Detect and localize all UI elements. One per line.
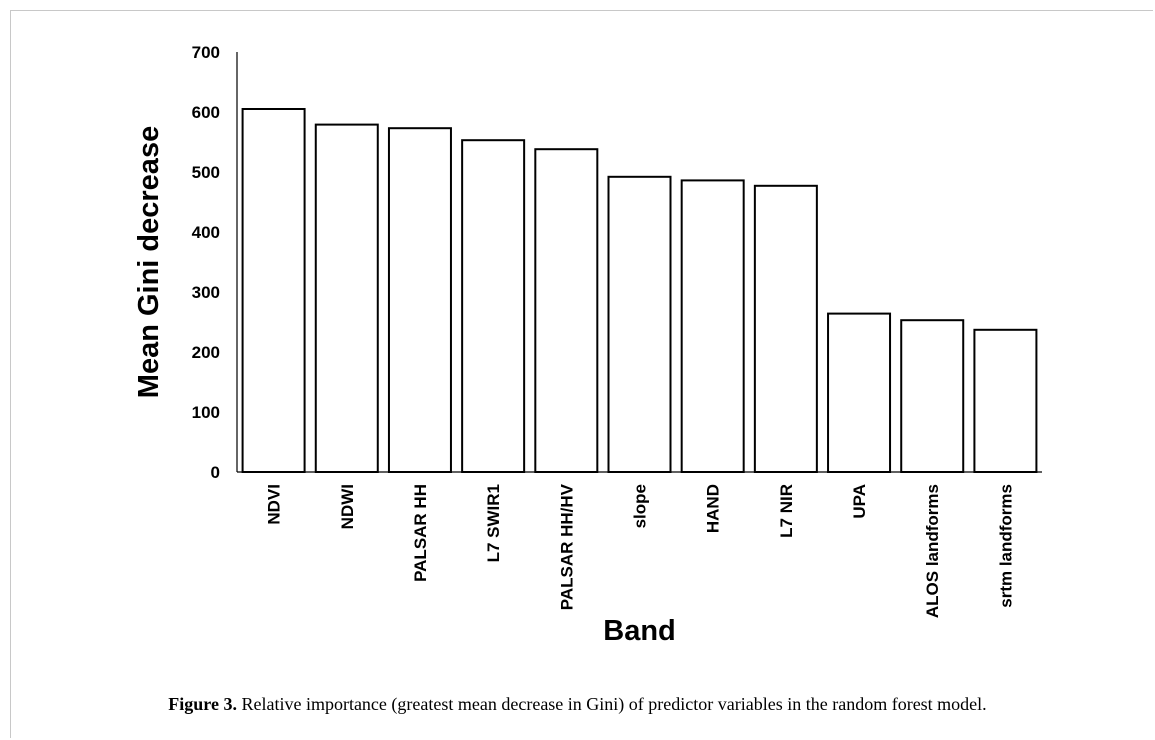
bars (241, 108, 1038, 474)
bar (900, 319, 965, 474)
y-axis-ticks: 0 100 200 300 400 500 600 700 (192, 43, 220, 482)
bar (680, 179, 745, 473)
bar (753, 184, 818, 474)
x-tick-label: L7 SWIR1 (484, 484, 503, 562)
x-tick-label: HAND (704, 484, 723, 533)
bar (973, 328, 1038, 473)
y-tick-label: 0 (211, 463, 220, 482)
caption-label: Figure 3. (168, 694, 237, 714)
bar (241, 108, 306, 473)
bar-chart: 0 100 200 300 400 500 600 700 NDVI NDWI PALSAR HH… (133, 43, 1042, 647)
figure-caption: Figure 3. Relative importance (greatest … (0, 694, 1155, 715)
x-tick-label: ALOS landforms (923, 484, 942, 618)
figure-frame (10, 10, 1153, 738)
bar (387, 127, 452, 473)
bar (827, 312, 892, 473)
bar (607, 175, 672, 474)
x-tick-label: PALSAR HH (411, 484, 430, 582)
y-tick-label: 200 (192, 343, 220, 362)
y-axis-title: Mean Gini decrease (133, 126, 165, 398)
x-tick-label: L7 NIR (777, 484, 796, 538)
x-axis-title: Band (603, 615, 676, 647)
y-tick-label: 300 (192, 283, 220, 302)
x-tick-label: srtm landforms (996, 484, 1015, 608)
y-tick-label: 400 (192, 223, 220, 242)
x-tick-label: slope (631, 484, 650, 528)
caption-text: Relative importance (greatest mean decre… (236, 694, 987, 714)
y-tick-label: 100 (192, 403, 220, 422)
x-tick-label: UPA (850, 484, 869, 519)
y-tick-label: 600 (192, 103, 220, 122)
x-axis-ticks: NDVI NDWI PALSAR HH L7 SWIR1 PALSAR HH/HV slo… (265, 483, 1016, 618)
x-tick-label: NDWI (338, 484, 357, 529)
x-tick-label: NDVI (265, 484, 284, 525)
x-tick-label: PALSAR HH/HV (557, 483, 576, 610)
y-tick-label: 700 (192, 43, 220, 62)
y-tick-label: 500 (192, 163, 220, 182)
bar (461, 139, 526, 473)
bar (534, 148, 599, 473)
bar (314, 123, 379, 473)
